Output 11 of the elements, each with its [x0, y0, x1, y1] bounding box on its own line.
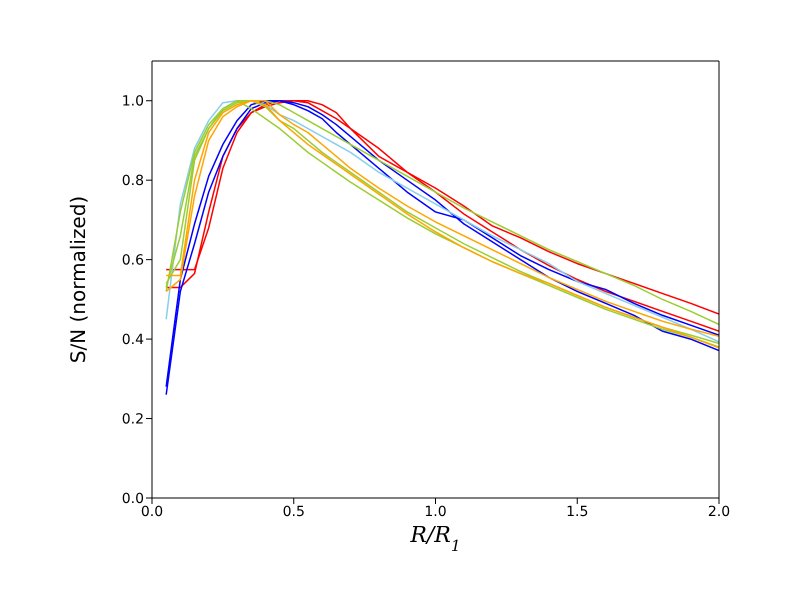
y-tick-label: 0.8 [122, 173, 144, 190]
x-tick-label: 1.5 [566, 504, 588, 520]
x-axis-title: R/R$_{1}$ [409, 523, 461, 555]
y-tick-label: 0.6 [122, 252, 144, 269]
y-tick-label: 1.0 [122, 94, 144, 110]
x-tick-label: 2.0 [708, 504, 730, 520]
y-tick-label: 0.2 [122, 412, 144, 428]
x-tick-label: 1.0 [424, 504, 447, 520]
y-axis-title: S/N (normalized) [66, 196, 90, 364]
x-tick-label: 0.5 [282, 504, 305, 520]
y-tick-label: 0.4 [122, 332, 144, 348]
